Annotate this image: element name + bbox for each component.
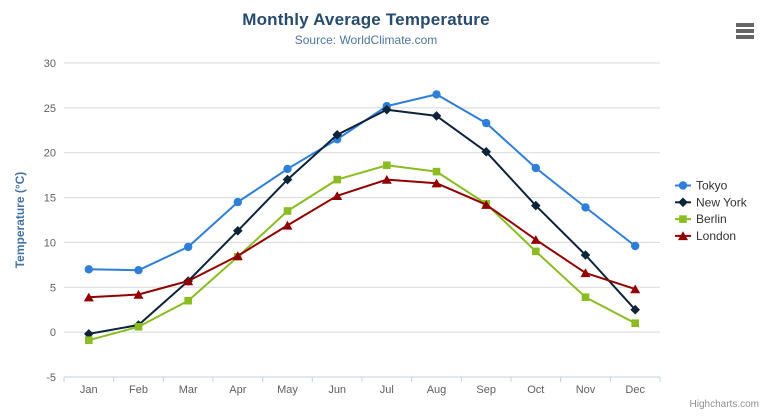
point-marker-circle bbox=[432, 90, 441, 99]
point-marker-triangle bbox=[332, 191, 343, 200]
point-marker-diamond bbox=[531, 200, 541, 211]
x-axis-label: Jul bbox=[380, 384, 394, 396]
series-line bbox=[87, 164, 637, 342]
point-marker-square bbox=[532, 247, 540, 256]
x-axis-label: Oct bbox=[527, 384, 544, 396]
legend-item-berlin[interactable]: Berlin bbox=[675, 212, 727, 226]
point-marker-triangle bbox=[183, 276, 194, 286]
series-tokyo[interactable] bbox=[84, 90, 640, 275]
legend-label: London bbox=[696, 229, 736, 243]
legend-label: Berlin bbox=[696, 212, 727, 226]
y-axis-label: 25 bbox=[44, 103, 56, 115]
series-line bbox=[87, 93, 637, 272]
x-axis-label: Feb bbox=[129, 384, 148, 396]
point-marker-diamond bbox=[282, 174, 293, 185]
y-axis-label: -5 bbox=[46, 372, 56, 384]
x-axis-label: Nov bbox=[576, 384, 596, 396]
point-marker-diamond bbox=[332, 130, 342, 140]
y-axis-label: 10 bbox=[44, 237, 56, 249]
series-line bbox=[87, 108, 637, 335]
point-marker-diamond bbox=[580, 250, 591, 260]
x-axis-label: Jan bbox=[80, 384, 98, 396]
x-axis-label: May bbox=[277, 384, 298, 396]
y-axis-label: 15 bbox=[44, 193, 56, 205]
x-axis-label: Apr bbox=[229, 384, 246, 396]
point-marker-diamond bbox=[431, 111, 442, 121]
point-marker-diamond bbox=[382, 104, 392, 115]
legend-label: New York bbox=[696, 195, 748, 209]
point-marker-circle bbox=[678, 181, 688, 190]
point-marker-circle bbox=[233, 197, 242, 207]
x-axis-label: Dec bbox=[625, 384, 645, 396]
x-axis-label: Mar bbox=[179, 384, 198, 396]
point-marker-square bbox=[134, 323, 143, 331]
legend-label: Tokyo bbox=[696, 179, 728, 193]
point-marker-diamond bbox=[678, 197, 688, 208]
point-marker-circle bbox=[84, 265, 94, 274]
legend-item-new-york[interactable]: New York bbox=[675, 195, 748, 209]
point-marker-square bbox=[283, 207, 292, 215]
x-axis-label: Jun bbox=[328, 384, 346, 396]
hamburger-icon bbox=[736, 29, 754, 33]
point-marker-square bbox=[184, 296, 192, 305]
point-marker-triangle bbox=[282, 220, 293, 230]
point-marker-circle bbox=[581, 203, 590, 212]
y-axis-label: 20 bbox=[44, 148, 56, 160]
point-marker-circle bbox=[482, 118, 491, 128]
point-marker-circle bbox=[184, 242, 193, 252]
series-line bbox=[87, 178, 637, 299]
point-marker-diamond bbox=[481, 147, 491, 157]
point-marker-diamond bbox=[630, 304, 640, 315]
point-marker-triangle bbox=[481, 200, 492, 209]
legend-item-london[interactable]: London bbox=[675, 229, 736, 243]
chart-title: Monthly Average Temperature bbox=[242, 10, 490, 29]
point-marker-square bbox=[85, 336, 93, 344]
point-marker-triangle bbox=[232, 251, 243, 261]
point-marker-triangle bbox=[83, 292, 94, 302]
chart-subtitle: Source: WorldClimate.com bbox=[294, 33, 438, 47]
point-marker-triangle bbox=[580, 268, 591, 278]
x-axis-label: Aug bbox=[427, 384, 447, 396]
y-axis-title: Temperature (°C) bbox=[13, 172, 27, 269]
point-marker-square bbox=[581, 293, 590, 301]
point-marker-circle bbox=[283, 164, 292, 174]
point-marker-square bbox=[631, 319, 639, 327]
point-marker-triangle bbox=[381, 175, 392, 184]
point-marker-square bbox=[679, 215, 687, 223]
hamburger-icon bbox=[736, 23, 754, 27]
point-marker-square bbox=[432, 167, 441, 176]
x-axis-label: Sep bbox=[476, 384, 496, 396]
series-new-york[interactable] bbox=[84, 104, 640, 339]
credits-link[interactable]: Highcharts.com bbox=[689, 399, 759, 410]
point-marker-triangle bbox=[431, 178, 442, 188]
series-berlin[interactable] bbox=[85, 161, 639, 345]
legend-item-tokyo[interactable]: Tokyo bbox=[675, 179, 728, 193]
point-marker-circle bbox=[134, 266, 143, 275]
hamburger-icon bbox=[736, 35, 754, 39]
point-marker-diamond bbox=[233, 226, 243, 236]
y-axis-label: 0 bbox=[50, 327, 56, 339]
point-marker-triangle bbox=[630, 284, 641, 294]
point-marker-square bbox=[333, 175, 341, 184]
series-london[interactable] bbox=[83, 175, 641, 302]
point-marker-triangle bbox=[133, 289, 144, 299]
point-marker-diamond bbox=[84, 329, 94, 339]
point-marker-square bbox=[383, 161, 391, 170]
point-marker-triangle bbox=[530, 235, 541, 244]
chart-context-menu-button[interactable] bbox=[731, 19, 759, 43]
point-marker-circle bbox=[631, 241, 640, 251]
point-marker-triangle bbox=[678, 231, 688, 241]
y-axis-label: 5 bbox=[50, 282, 56, 294]
y-axis-label: 30 bbox=[44, 58, 56, 70]
point-marker-circle bbox=[531, 163, 540, 173]
